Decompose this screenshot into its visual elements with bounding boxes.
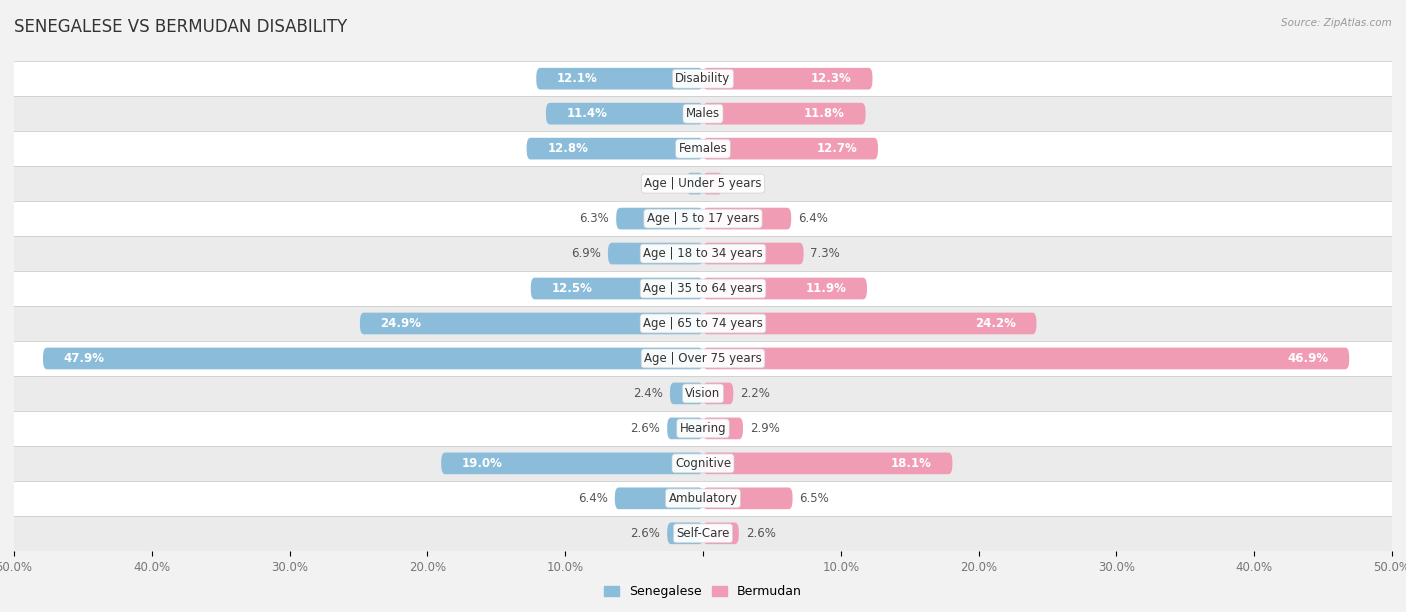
FancyBboxPatch shape [14,96,1392,131]
FancyBboxPatch shape [703,452,952,474]
Text: 12.5%: 12.5% [551,282,592,295]
Text: 6.4%: 6.4% [799,212,828,225]
FancyBboxPatch shape [703,138,877,160]
FancyBboxPatch shape [703,417,742,439]
Text: 7.3%: 7.3% [810,247,841,260]
FancyBboxPatch shape [686,173,703,195]
FancyBboxPatch shape [703,103,866,124]
Text: 12.1%: 12.1% [557,72,598,85]
FancyBboxPatch shape [531,278,703,299]
FancyBboxPatch shape [703,243,804,264]
FancyBboxPatch shape [14,201,1392,236]
Text: 12.8%: 12.8% [547,142,588,155]
Text: 46.9%: 46.9% [1288,352,1329,365]
FancyBboxPatch shape [703,382,734,405]
FancyBboxPatch shape [669,382,703,405]
FancyBboxPatch shape [44,348,703,369]
FancyBboxPatch shape [668,523,703,544]
FancyBboxPatch shape [14,376,1392,411]
Text: 6.5%: 6.5% [800,492,830,505]
Text: Age | Under 5 years: Age | Under 5 years [644,177,762,190]
Text: Age | 18 to 34 years: Age | 18 to 34 years [643,247,763,260]
FancyBboxPatch shape [703,207,792,230]
Text: Vision: Vision [685,387,721,400]
FancyBboxPatch shape [14,411,1392,446]
FancyBboxPatch shape [527,138,703,160]
Text: 6.4%: 6.4% [578,492,607,505]
FancyBboxPatch shape [607,243,703,264]
Text: Age | Over 75 years: Age | Over 75 years [644,352,762,365]
Text: Cognitive: Cognitive [675,457,731,470]
Text: 2.2%: 2.2% [740,387,770,400]
Text: 12.7%: 12.7% [817,142,858,155]
Text: Ambulatory: Ambulatory [668,492,738,505]
Text: 6.3%: 6.3% [579,212,609,225]
FancyBboxPatch shape [14,271,1392,306]
Text: Source: ZipAtlas.com: Source: ZipAtlas.com [1281,18,1392,28]
FancyBboxPatch shape [14,61,1392,96]
Text: SENEGALESE VS BERMUDAN DISABILITY: SENEGALESE VS BERMUDAN DISABILITY [14,18,347,36]
FancyBboxPatch shape [703,488,793,509]
FancyBboxPatch shape [441,452,703,474]
Text: Females: Females [679,142,727,155]
FancyBboxPatch shape [14,306,1392,341]
FancyBboxPatch shape [14,446,1392,481]
Text: 2.6%: 2.6% [745,527,776,540]
FancyBboxPatch shape [14,236,1392,271]
Text: 19.0%: 19.0% [461,457,503,470]
FancyBboxPatch shape [614,488,703,509]
Text: Age | 5 to 17 years: Age | 5 to 17 years [647,212,759,225]
Text: 11.8%: 11.8% [804,107,845,120]
Text: 47.9%: 47.9% [63,352,104,365]
FancyBboxPatch shape [14,131,1392,166]
Text: 6.9%: 6.9% [571,247,600,260]
FancyBboxPatch shape [703,313,1036,334]
Text: 12.3%: 12.3% [811,72,852,85]
FancyBboxPatch shape [546,103,703,124]
FancyBboxPatch shape [703,348,1350,369]
Text: 11.9%: 11.9% [806,282,846,295]
Text: 24.9%: 24.9% [381,317,422,330]
Text: 18.1%: 18.1% [891,457,932,470]
Text: 1.4%: 1.4% [730,177,759,190]
FancyBboxPatch shape [14,341,1392,376]
Text: Age | 65 to 74 years: Age | 65 to 74 years [643,317,763,330]
FancyBboxPatch shape [668,417,703,439]
Text: 24.2%: 24.2% [974,317,1015,330]
FancyBboxPatch shape [536,68,703,89]
Text: 2.9%: 2.9% [749,422,780,435]
FancyBboxPatch shape [14,481,1392,516]
FancyBboxPatch shape [703,68,873,89]
Text: Males: Males [686,107,720,120]
FancyBboxPatch shape [703,523,738,544]
Text: 11.4%: 11.4% [567,107,607,120]
Text: 2.6%: 2.6% [630,527,661,540]
FancyBboxPatch shape [616,207,703,230]
Text: Hearing: Hearing [679,422,727,435]
FancyBboxPatch shape [360,313,703,334]
Text: 1.2%: 1.2% [650,177,679,190]
Legend: Senegalese, Bermudan: Senegalese, Bermudan [599,580,807,603]
Text: Disability: Disability [675,72,731,85]
Text: 2.4%: 2.4% [633,387,664,400]
FancyBboxPatch shape [703,173,723,195]
FancyBboxPatch shape [14,516,1392,551]
FancyBboxPatch shape [14,166,1392,201]
FancyBboxPatch shape [703,278,868,299]
Text: Age | 35 to 64 years: Age | 35 to 64 years [643,282,763,295]
Text: 2.6%: 2.6% [630,422,661,435]
Text: Self-Care: Self-Care [676,527,730,540]
